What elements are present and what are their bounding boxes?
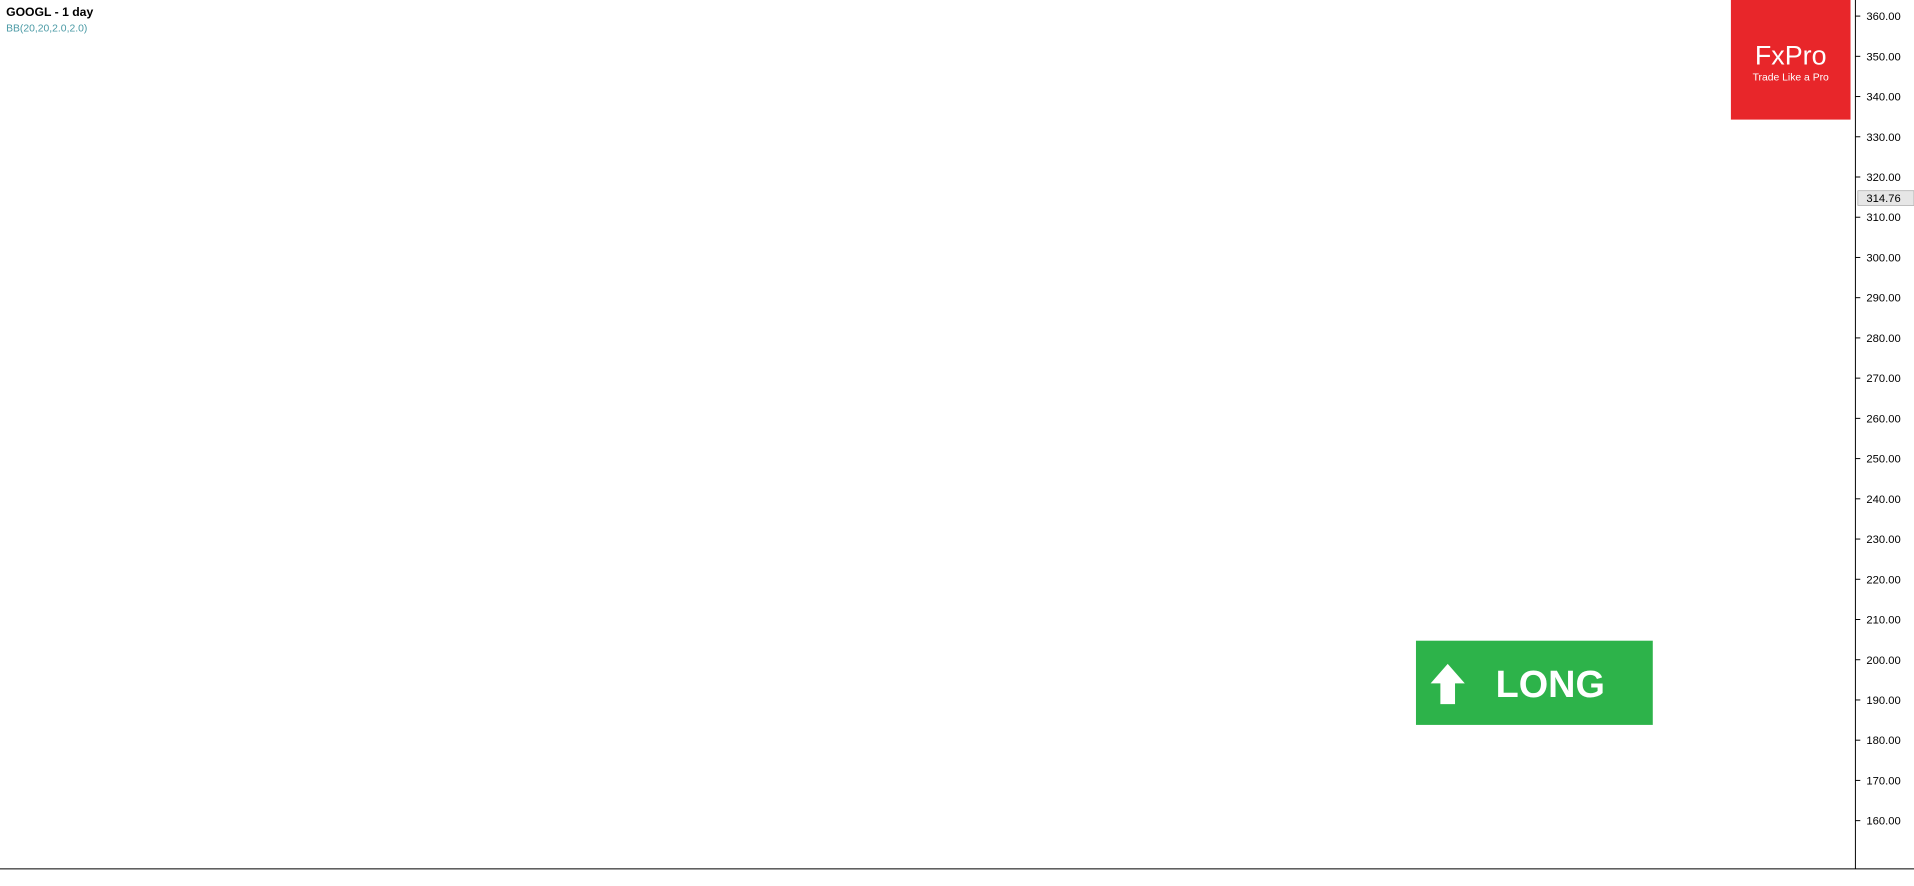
y-tick-label: 320.00 [1866, 172, 1900, 184]
y-tick-label: 360.00 [1866, 11, 1900, 23]
y-tick-label: 300.00 [1866, 252, 1900, 264]
y-tick-label: 160.00 [1866, 816, 1900, 828]
y-tick-label: 190.00 [1866, 695, 1900, 707]
indicator-label: BB(20,20,2.0,2.0) [6, 24, 87, 35]
price-axis: 160.00 170.00 180.00 190.00 200.00 210.00 220.… [1855, 11, 1914, 828]
y-tick-label: 340.00 [1866, 92, 1900, 104]
y-tick-label: 230.00 [1866, 534, 1900, 546]
y-tick-label: 180.00 [1866, 735, 1900, 747]
y-tick-label: 220.00 [1866, 574, 1900, 586]
last-price-box [1857, 190, 1914, 206]
signal-text: LONG [1496, 664, 1605, 706]
y-tick-label: 240.00 [1866, 494, 1900, 506]
brand-tagline: Trade Like a Pro [1753, 73, 1829, 84]
y-tick-label: 350.00 [1866, 51, 1900, 63]
signal-arrow [1430, 663, 1465, 705]
brand-box [1730, 0, 1851, 120]
last-price-label: 314.76 [1866, 193, 1900, 205]
brand-name: FxPro [1755, 41, 1827, 71]
price-axis-background [1855, 0, 1914, 869]
brand-logo: FxPro Trade Like a Pro [1730, 0, 1851, 120]
y-tick-label: 210.00 [1866, 615, 1900, 627]
y-tick-label: 250.00 [1866, 454, 1900, 466]
y-tick-label: 280.00 [1866, 333, 1900, 345]
y-tick-label: 270.00 [1866, 373, 1900, 385]
y-tick-label: 200.00 [1866, 655, 1900, 667]
y-tick-label: 170.00 [1866, 775, 1900, 787]
y-tick-label: 290.00 [1866, 293, 1900, 305]
signal-badge: LONG [1415, 640, 1653, 725]
y-tick-label: 330.00 [1866, 132, 1900, 144]
y-tick-label: 310.00 [1866, 212, 1900, 224]
y-tick-label: 260.00 [1866, 413, 1900, 425]
chart-title: GOOGL - 1 day [6, 5, 93, 19]
